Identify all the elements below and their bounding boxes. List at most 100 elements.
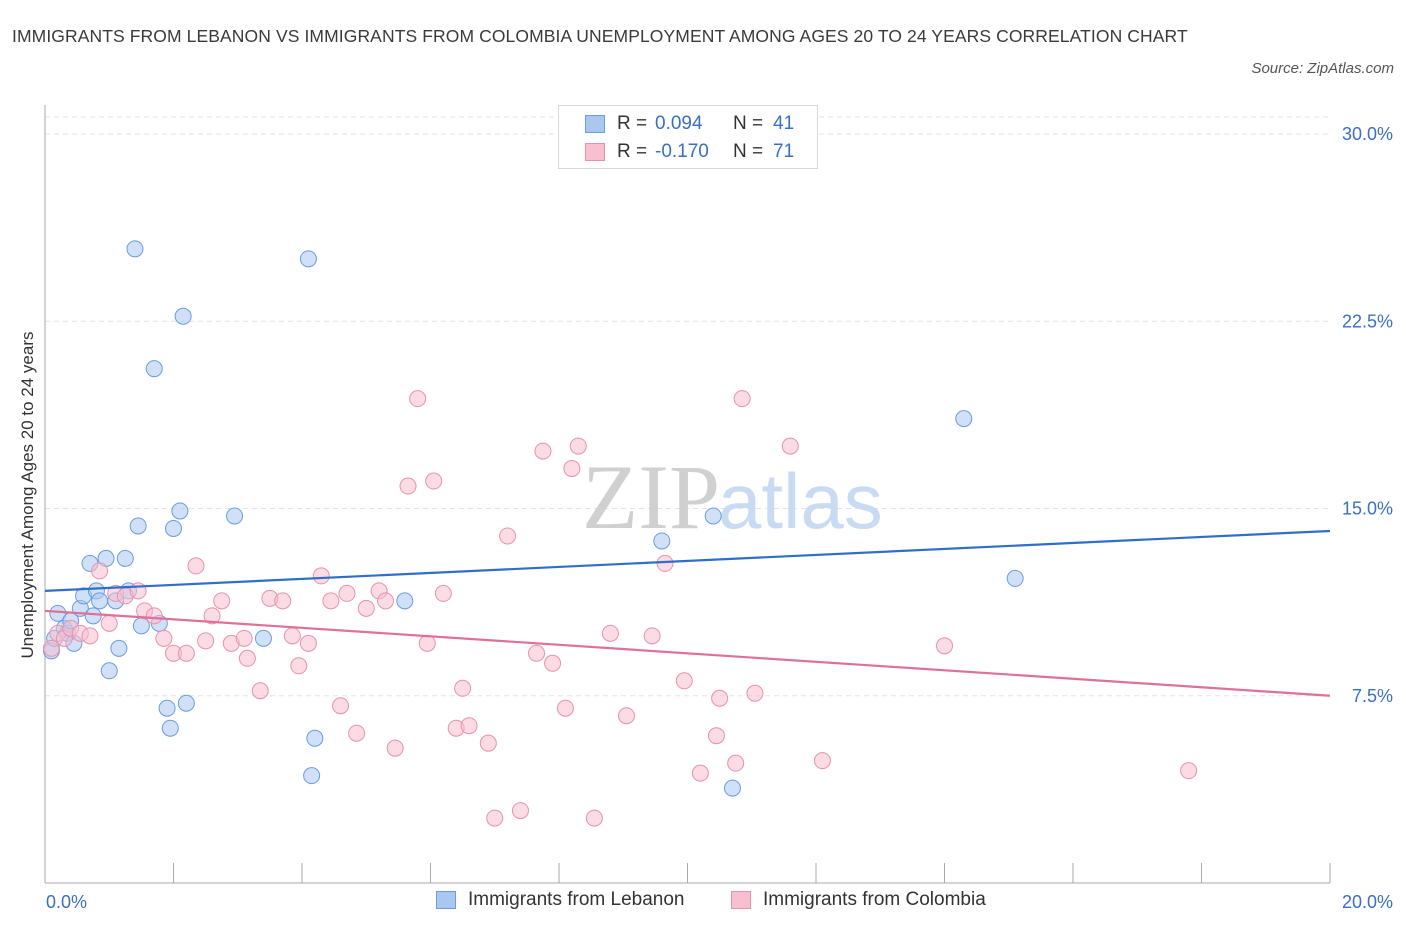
point-lebanon — [110, 639, 128, 657]
point-lebanon — [254, 629, 272, 647]
point-lebanon — [177, 694, 195, 712]
point-colombia — [499, 527, 517, 545]
legend-n-label: N = — [733, 113, 764, 134]
point-colombia — [290, 657, 308, 675]
point-colombia — [187, 557, 205, 575]
legend-n-value: 41 — [773, 113, 795, 134]
legend-r-value: -0.170 — [655, 141, 709, 162]
axes — [44, 105, 1331, 884]
point-colombia — [454, 679, 472, 697]
point-colombia — [1180, 762, 1198, 780]
point-colombia — [727, 754, 745, 772]
point-colombia — [177, 644, 195, 662]
point-colombia — [100, 614, 118, 632]
legend-n-label: N = — [733, 141, 764, 162]
point-lebanon — [165, 519, 182, 537]
legend-row-colombia: R = -0.170 N = 71 — [585, 139, 794, 165]
point-lebanon — [704, 507, 722, 525]
point-colombia — [511, 802, 529, 820]
point-lebanon — [49, 604, 67, 622]
legend-r-value: 0.094 — [655, 113, 703, 134]
point-lebanon — [116, 549, 134, 567]
point-colombia — [569, 437, 587, 455]
stats-legend: R = 0.094 N = 41 R = -0.170 N = 71 — [558, 105, 818, 169]
trend-line-colombia — [44, 609, 1331, 697]
point-colombia — [299, 634, 317, 652]
legend-swatch-colombia — [585, 143, 605, 161]
point-colombia — [656, 554, 674, 572]
point-colombia — [338, 584, 356, 602]
legend-item-lebanon[interactable]: Immigrants from Lebanon — [436, 889, 685, 911]
point-colombia — [781, 437, 799, 455]
point-colombia — [544, 654, 562, 672]
point-lebanon — [129, 517, 147, 535]
point-lebanon — [226, 507, 244, 525]
point-lebanon — [723, 779, 741, 797]
point-lebanon — [174, 307, 192, 325]
legend-swatch-lebanon — [585, 115, 605, 133]
point-colombia — [425, 472, 443, 490]
legend-item-colombia[interactable]: Immigrants from Colombia — [731, 889, 986, 911]
point-colombia — [418, 634, 436, 652]
point-colombia — [601, 624, 619, 642]
point-lebanon — [955, 410, 973, 428]
point-colombia — [460, 717, 478, 735]
point-colombia — [213, 592, 231, 610]
y-tick-label: 22.5% — [1342, 311, 1393, 331]
tick-labels: 7.5% 15.0% 22.5% 30.0% 0.0% 20.0% — [46, 124, 1393, 912]
point-colombia — [81, 627, 99, 645]
point-colombia — [386, 739, 404, 757]
point-colombia — [585, 809, 603, 827]
point-colombia — [145, 607, 163, 625]
legend-n-value: 71 — [773, 141, 795, 162]
point-lebanon — [299, 250, 317, 268]
point-colombia — [377, 592, 395, 610]
point-colombia — [409, 390, 427, 408]
point-lebanon — [84, 607, 102, 625]
point-colombia — [486, 809, 504, 827]
point-colombia — [155, 629, 173, 647]
point-colombia — [479, 734, 497, 752]
point-lebanon — [145, 360, 163, 378]
point-colombia — [813, 752, 831, 770]
chart-title: IMMIGRANTS FROM LEBANON VS IMMIGRANTS FR… — [12, 26, 1188, 46]
point-lebanon — [100, 662, 118, 680]
point-colombia — [312, 567, 330, 585]
point-lebanon — [396, 592, 414, 610]
y-tick-label: 30.0% — [1342, 124, 1393, 144]
point-lebanon — [126, 240, 144, 258]
legend-row-lebanon: R = 0.094 N = 41 — [585, 111, 794, 137]
point-colombia — [556, 699, 574, 717]
legend-label-lebanon: Immigrants from Lebanon — [468, 889, 685, 910]
grid-lines — [45, 116, 1330, 697]
x-tick-label: 0.0% — [46, 892, 87, 912]
point-colombia — [197, 632, 215, 650]
point-lebanon — [91, 592, 109, 610]
y-tick-label: 15.0% — [1342, 499, 1393, 519]
point-colombia — [322, 592, 340, 610]
source-label: Source: ZipAtlas.com — [1251, 60, 1394, 77]
point-colombia — [42, 639, 60, 657]
point-colombia — [283, 627, 301, 645]
watermark-atlas: atlas — [718, 457, 883, 545]
point-colombia — [434, 584, 452, 602]
point-colombia — [707, 727, 725, 745]
point-colombia — [399, 477, 417, 495]
point-lebanon — [1006, 569, 1024, 587]
point-colombia — [235, 629, 253, 647]
point-lebanon — [161, 719, 179, 737]
legend-swatch-colombia — [731, 891, 751, 909]
point-colombia — [733, 390, 751, 408]
legend-r-label: R = — [617, 113, 648, 134]
trend-lines — [44, 529, 1331, 697]
y-tick-label: 7.5% — [1352, 686, 1393, 706]
point-colombia — [563, 460, 581, 478]
point-colombia — [691, 764, 709, 782]
point-lebanon — [158, 699, 176, 717]
x-tick-label: 20.0% — [1342, 892, 1393, 912]
trend-line-lebanon — [44, 529, 1331, 592]
point-colombia — [711, 689, 729, 707]
legend-label-colombia: Immigrants from Colombia — [763, 889, 986, 910]
point-lebanon — [303, 767, 321, 785]
